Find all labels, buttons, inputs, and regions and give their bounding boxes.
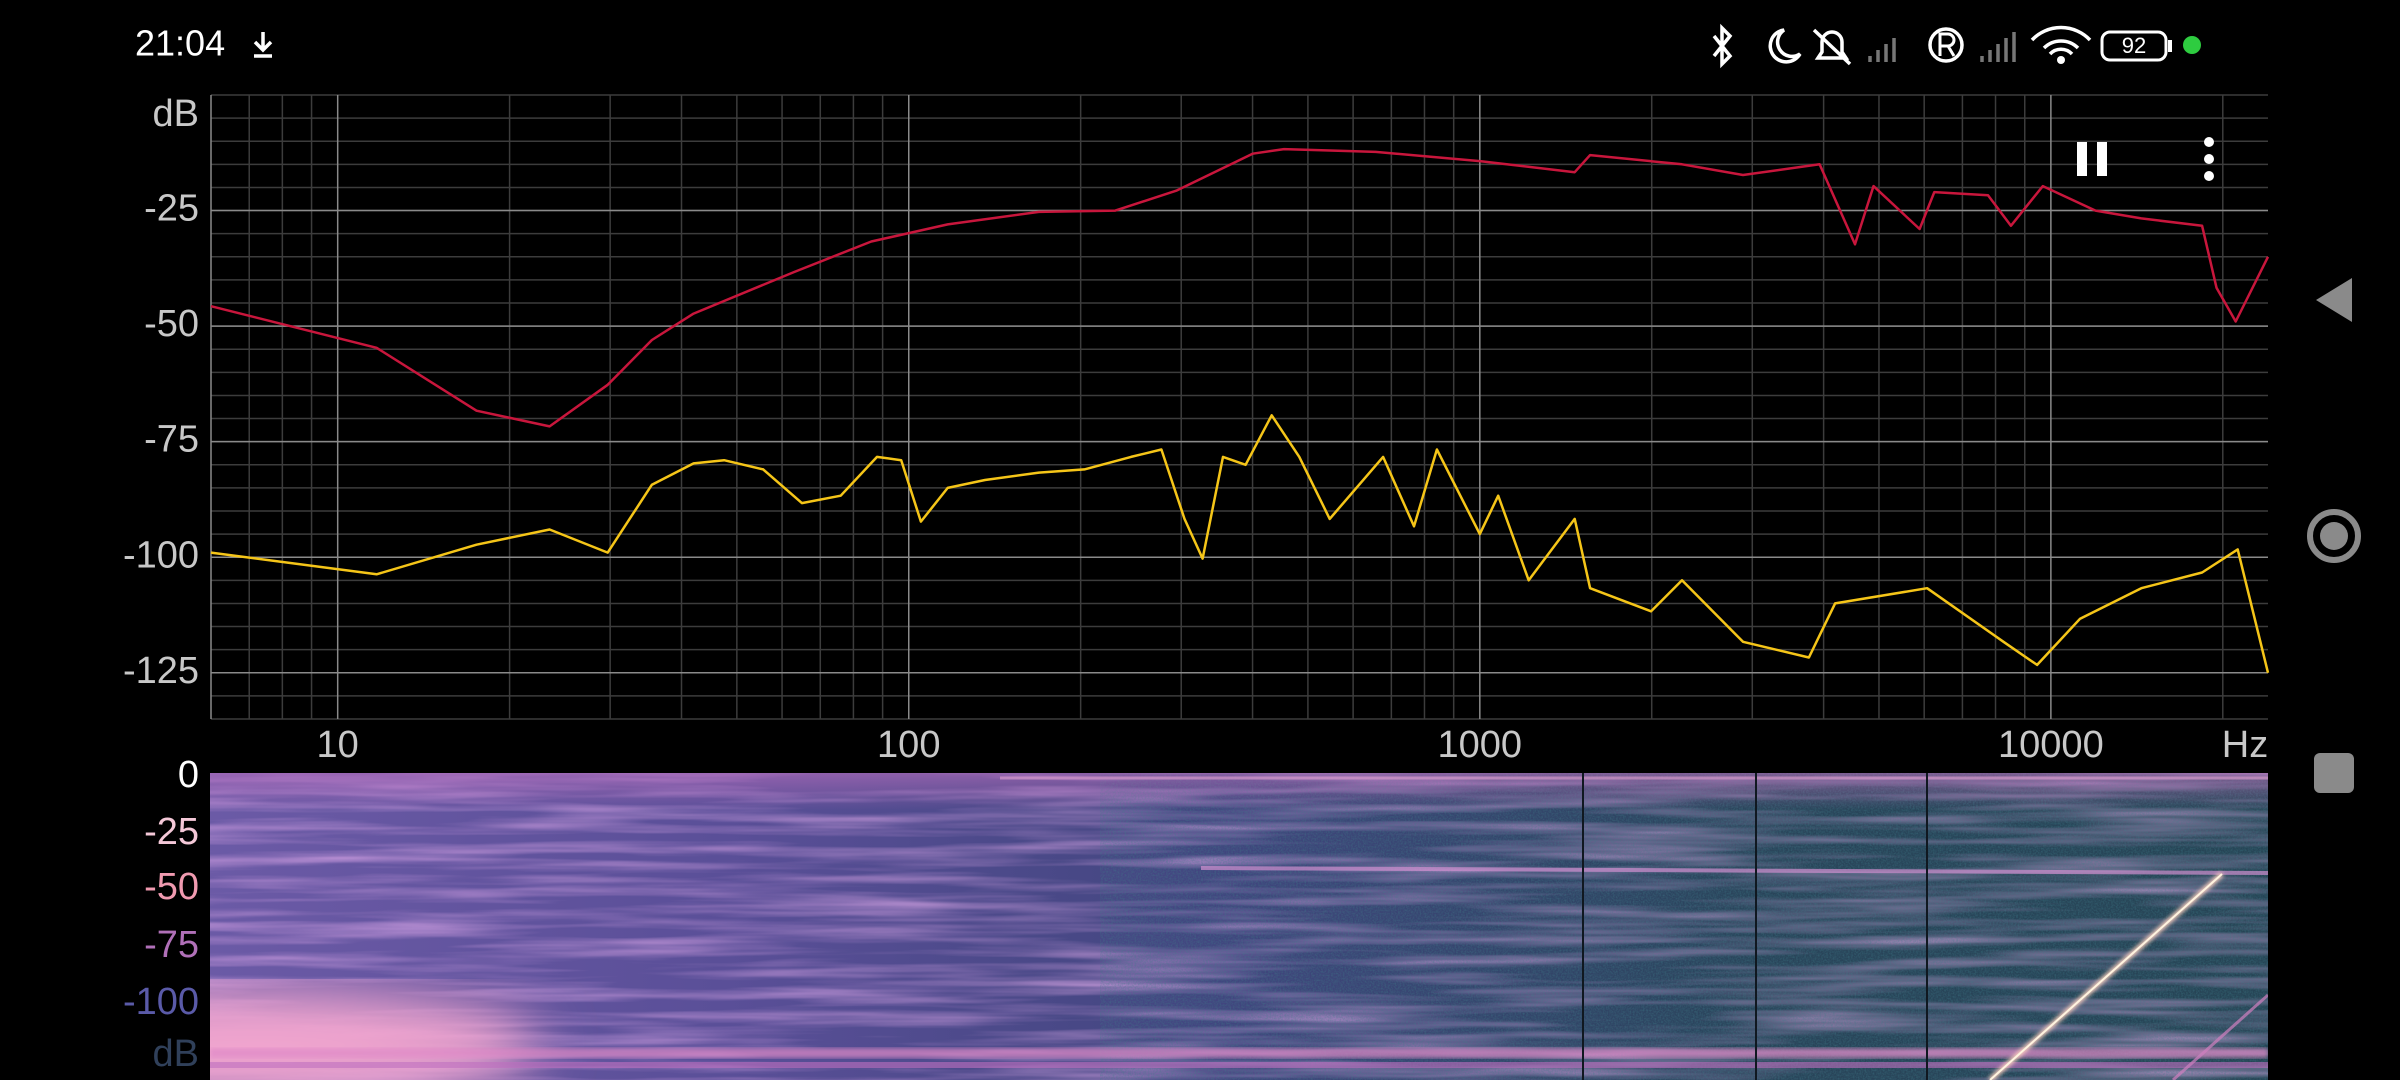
signal-1-icon [1868,38,1896,62]
battery-icon [2100,30,2168,62]
series-line [210,414,2270,674]
x-tick-label: 10 [317,724,359,766]
spectrogram-scale-label: dB [153,1033,199,1075]
bluetooth-icon [1712,23,1733,69]
wifi-icon [2030,25,2092,56]
notification-dot [2183,36,2201,54]
spectrogram-scale-label: -75 [144,924,199,966]
spectrogram [210,773,2268,1080]
grid [210,94,2268,720]
spectrogram-scale-label: 0 [178,754,199,796]
roaming-icon [1928,27,1964,63]
y-tick-label: -100 [123,534,199,576]
x-axis-label: Hz [2222,724,2268,766]
download-icon [253,32,273,58]
status-icons [1712,23,2172,69]
spectrogram-scale-label: -50 [144,866,199,908]
x-tick-label: 10000 [1998,724,2104,766]
y-axis-label: dB [153,93,199,135]
signal-2-icon [1980,32,2016,62]
spectrogram-scale: 0 -25 -50 -75 -100 dB [123,754,199,1075]
y-tick-label: -125 [123,650,199,692]
x-tick-label: 1000 [1438,724,1523,766]
mute-icon [1812,28,1852,66]
y-tick-label: -25 [144,188,199,230]
roaming-letter [1938,32,1956,57]
x-tick-label: 100 [877,724,940,766]
series-lines [210,147,2270,674]
battery-level: 92 [2122,33,2146,58]
y-tick-label: -75 [144,419,199,461]
moon-icon [1768,28,1802,64]
y-tick-label: -50 [144,303,199,345]
spectrogram-scale-label: -100 [123,981,199,1023]
menu-button[interactable] [2204,137,2214,181]
nav-recents[interactable] [2314,753,2354,793]
nav-home[interactable] [2307,509,2361,563]
series-line [210,147,2270,428]
axis-labels: 10 100 1000 10000 -125 -100 -75 -50 -25 [123,188,2104,766]
nav-back[interactable] [2316,278,2352,322]
pause-button[interactable] [2077,142,2107,176]
status-time: 21:04 [135,23,225,64]
spectrogram-scale-label: -25 [144,811,199,853]
